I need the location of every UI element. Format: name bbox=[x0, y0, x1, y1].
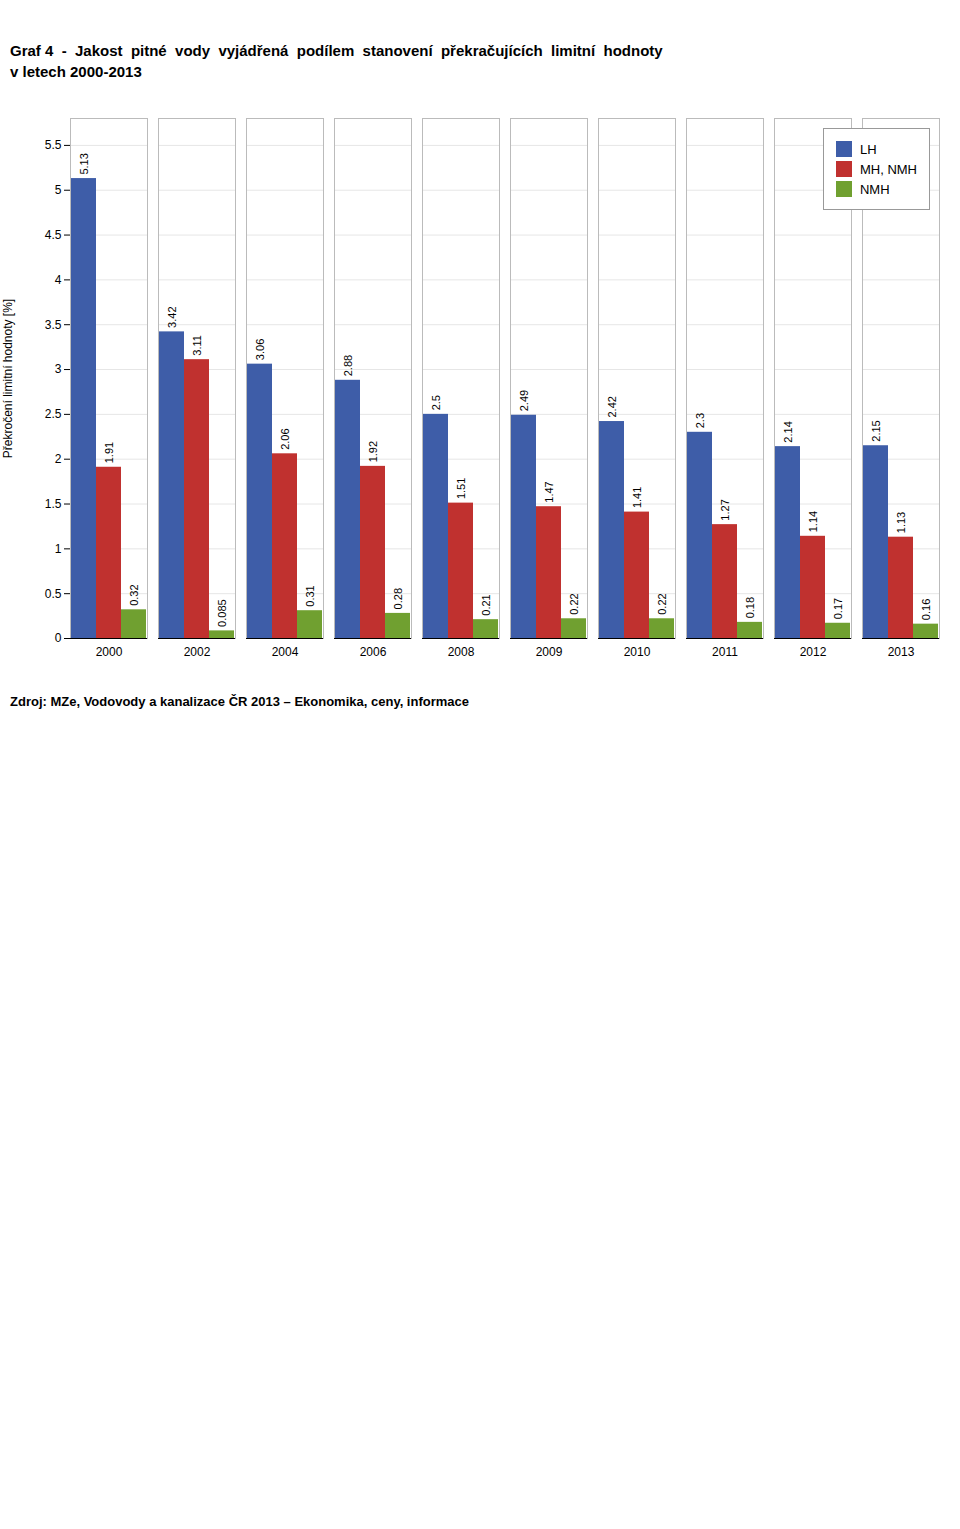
svg-text:0.18: 0.18 bbox=[744, 597, 756, 618]
svg-text:1.13: 1.13 bbox=[895, 512, 907, 533]
svg-text:2.5: 2.5 bbox=[45, 407, 62, 421]
html-text:Graf 4 - Jakost pitné vody vyj: Graf 4 - Jakost pitné vody vyjádřená pod… bbox=[10, 42, 663, 80]
svg-text:5: 5 bbox=[55, 183, 62, 197]
svg-text:4: 4 bbox=[55, 273, 62, 287]
svg-text:2012: 2012 bbox=[800, 645, 827, 659]
svg-text:0.22: 0.22 bbox=[568, 593, 580, 614]
svg-text:4.5: 4.5 bbox=[45, 228, 62, 242]
svg-text:0.085: 0.085 bbox=[216, 599, 228, 627]
svg-text:3.11: 3.11 bbox=[191, 335, 203, 356]
svg-text:3.06: 3.06 bbox=[254, 339, 266, 360]
svg-text:2013: 2013 bbox=[888, 645, 915, 659]
svg-text:2: 2 bbox=[55, 452, 62, 466]
svg-text:2009: 2009 bbox=[536, 645, 563, 659]
svg-text:1.47: 1.47 bbox=[543, 481, 555, 502]
html-text:Zdroj: MZe, Vodovody a kanaliz: Zdroj: MZe, Vodovody a kanalizace ČR 201… bbox=[10, 694, 469, 709]
svg-text:2000: 2000 bbox=[96, 645, 123, 659]
html-text:LH: LH bbox=[860, 141, 877, 157]
svg-text:0.32: 0.32 bbox=[128, 584, 140, 605]
svg-text:1.51: 1.51 bbox=[455, 478, 467, 499]
svg-text:1.14: 1.14 bbox=[807, 511, 819, 532]
svg-text:1.91: 1.91 bbox=[103, 442, 115, 463]
svg-text:2.88: 2.88 bbox=[342, 355, 354, 376]
svg-text:0.21: 0.21 bbox=[480, 594, 492, 615]
svg-text:2.15: 2.15 bbox=[870, 420, 882, 441]
svg-text:3.42: 3.42 bbox=[166, 306, 178, 327]
svg-text:5.13: 5.13 bbox=[78, 153, 90, 174]
svg-text:1.5: 1.5 bbox=[45, 497, 62, 511]
svg-text:Překročení limitní hodnoty [%]: Překročení limitní hodnoty [%] bbox=[1, 299, 15, 458]
svg-text:0.16: 0.16 bbox=[920, 599, 932, 620]
svg-text:0: 0 bbox=[55, 631, 62, 645]
svg-text:2.14: 2.14 bbox=[782, 421, 794, 442]
svg-text:0.17: 0.17 bbox=[832, 598, 844, 619]
svg-text:1: 1 bbox=[55, 542, 62, 556]
svg-text:2011: 2011 bbox=[712, 645, 738, 659]
svg-text:2.06: 2.06 bbox=[279, 428, 291, 449]
svg-text:5.5: 5.5 bbox=[45, 138, 62, 152]
html-text:NMH: NMH bbox=[860, 181, 890, 197]
svg-text:2002: 2002 bbox=[184, 645, 211, 659]
svg-text:2.3: 2.3 bbox=[694, 413, 706, 428]
svg-text:1.92: 1.92 bbox=[367, 441, 379, 462]
svg-text:2006: 2006 bbox=[360, 645, 387, 659]
svg-text:1.27: 1.27 bbox=[719, 499, 731, 520]
svg-text:3.5: 3.5 bbox=[45, 318, 62, 332]
svg-text:2.42: 2.42 bbox=[606, 396, 618, 417]
svg-text:2.5: 2.5 bbox=[430, 395, 442, 410]
svg-text:2004: 2004 bbox=[272, 645, 299, 659]
svg-text:0.28: 0.28 bbox=[392, 588, 404, 609]
svg-text:2008: 2008 bbox=[448, 645, 475, 659]
svg-text:2.49: 2.49 bbox=[518, 390, 530, 411]
svg-text:0.31: 0.31 bbox=[304, 585, 316, 606]
html-text:MH, NMH: MH, NMH bbox=[860, 161, 917, 177]
svg-text:2010: 2010 bbox=[624, 645, 651, 659]
svg-text:1.41: 1.41 bbox=[631, 487, 643, 508]
svg-text:0.5: 0.5 bbox=[45, 587, 62, 601]
svg-text:0.22: 0.22 bbox=[656, 593, 668, 614]
svg-text:3: 3 bbox=[55, 362, 62, 376]
